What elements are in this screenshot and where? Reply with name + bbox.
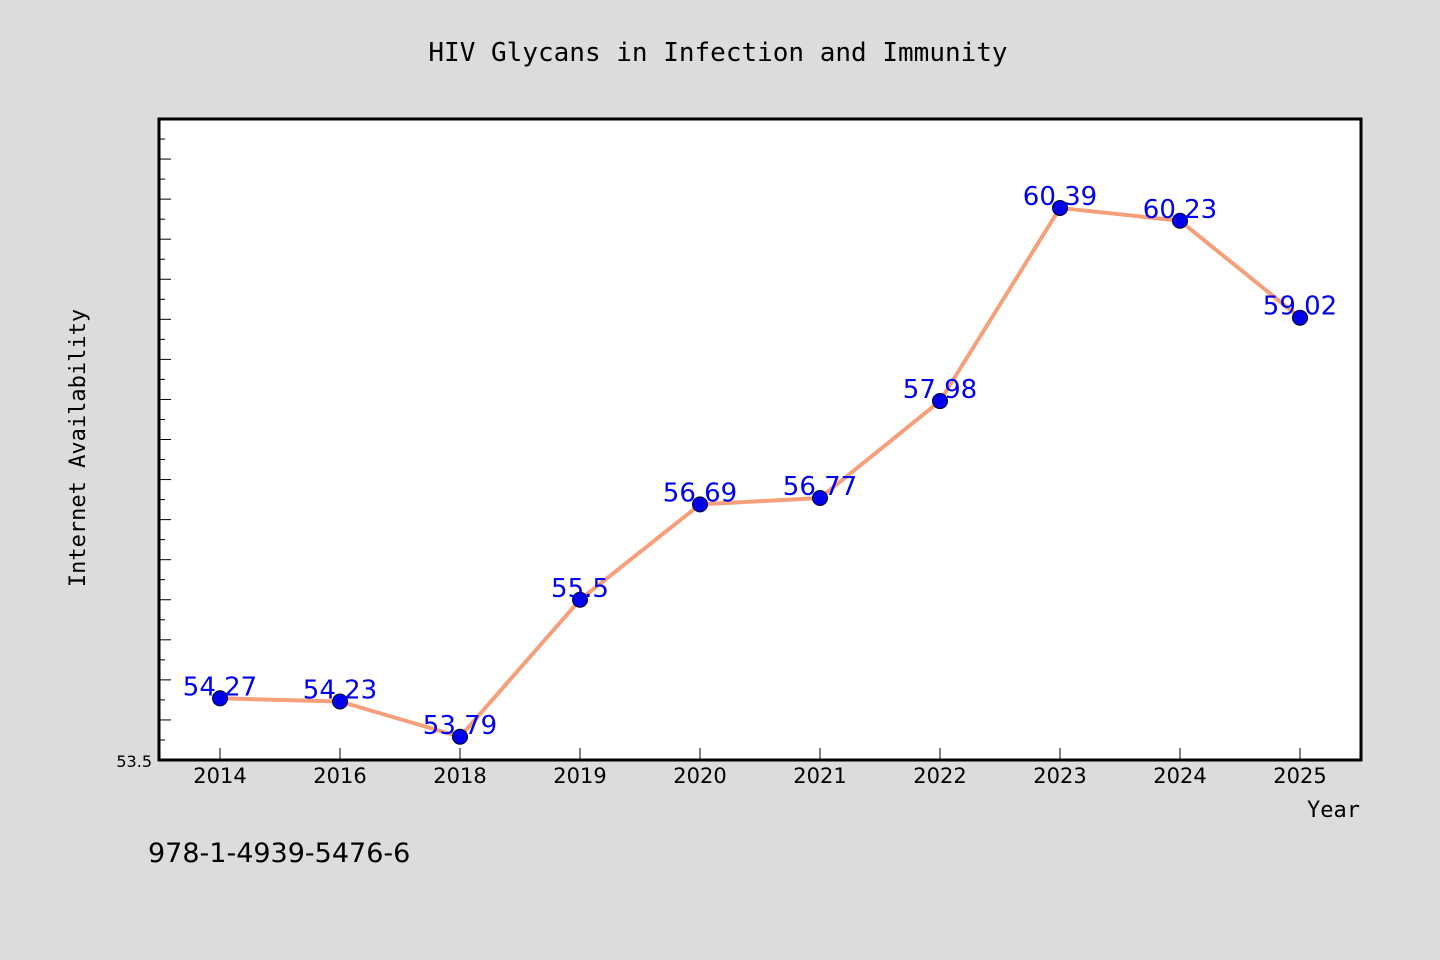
x-axis-ticks: 2014 2016 2018 2019 2020 2021 2022 2023 2024 2025 xyxy=(193,748,1327,788)
x-tick-label: 2023 xyxy=(1033,764,1086,788)
data-point xyxy=(932,393,948,410)
y-tick-label: 53.5 xyxy=(116,752,152,771)
y-axis-label: Internet Availability xyxy=(66,309,91,587)
plot-area xyxy=(157,117,1363,762)
data-label: 57.98 xyxy=(903,375,977,405)
x-tick-label: 2021 xyxy=(793,764,846,788)
x-tick-label: 2019 xyxy=(553,764,606,788)
x-tick-label: 2020 xyxy=(673,764,726,788)
series-layer: 54.27 54.23 53.79 55.5 56.69 56.77 57.98 60.39 6… xyxy=(183,182,1337,745)
data-point xyxy=(812,489,828,506)
y-axis-ticks xyxy=(159,118,171,761)
data-point xyxy=(212,690,228,707)
data-label: 59.02 xyxy=(1263,292,1337,322)
x-axis-label: Year xyxy=(1307,798,1360,823)
x-tick-label: 2025 xyxy=(1273,764,1326,788)
data-point xyxy=(572,591,588,608)
data-point xyxy=(332,693,348,710)
chart-title: HIV Glycans in Infection and Immunity xyxy=(428,38,1007,68)
data-point xyxy=(1172,212,1188,229)
data-label: 53.79 xyxy=(423,711,497,741)
x-tick-label: 2022 xyxy=(913,764,966,788)
data-label: 56.77 xyxy=(783,472,857,502)
data-point xyxy=(452,728,468,745)
x-tick-label: 2018 xyxy=(433,764,486,788)
data-label: 55.5 xyxy=(551,574,609,604)
data-point xyxy=(1052,199,1068,216)
data-label: 60.39 xyxy=(1023,182,1097,212)
x-tick-label: 2014 xyxy=(193,764,246,788)
data-label: 56.69 xyxy=(663,478,737,508)
isbn-text: 978-1-4939-5476-6 xyxy=(148,838,410,869)
data-label: 54.27 xyxy=(183,672,257,702)
data-point xyxy=(1292,309,1308,326)
x-tick-label: 2016 xyxy=(313,764,366,788)
data-point xyxy=(692,496,708,513)
series-line xyxy=(218,205,1302,739)
data-label: 54.23 xyxy=(303,676,377,706)
x-tick-label: 2024 xyxy=(1153,764,1206,788)
data-label: 60.23 xyxy=(1143,195,1217,225)
